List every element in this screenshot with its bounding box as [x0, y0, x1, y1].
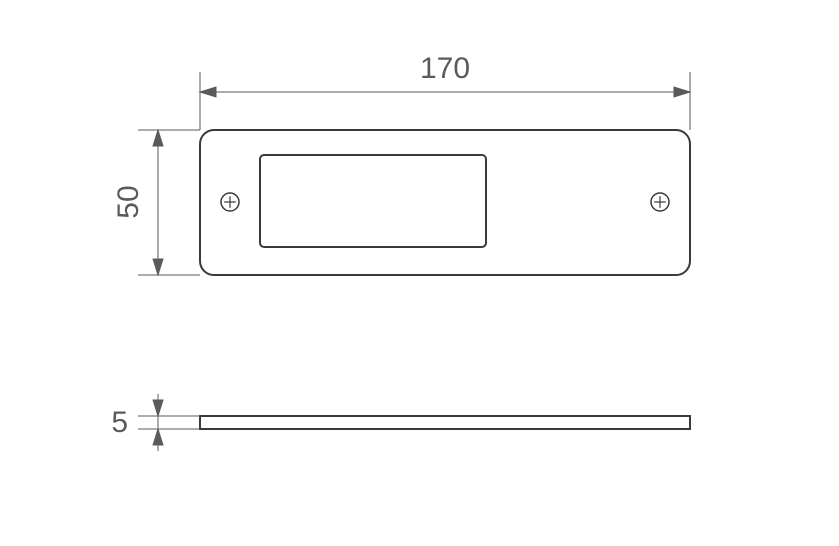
front-view — [200, 130, 690, 275]
dimension-width-label: 170 — [420, 52, 470, 85]
side-profile — [200, 416, 690, 429]
plate-outline — [200, 130, 690, 275]
dimension-thickness-label: 5 — [111, 406, 128, 439]
side-view — [200, 416, 690, 429]
dimension-height: 50 — [112, 130, 200, 275]
dimension-width: 170 — [200, 52, 690, 130]
dimension-height-label: 50 — [112, 185, 145, 218]
